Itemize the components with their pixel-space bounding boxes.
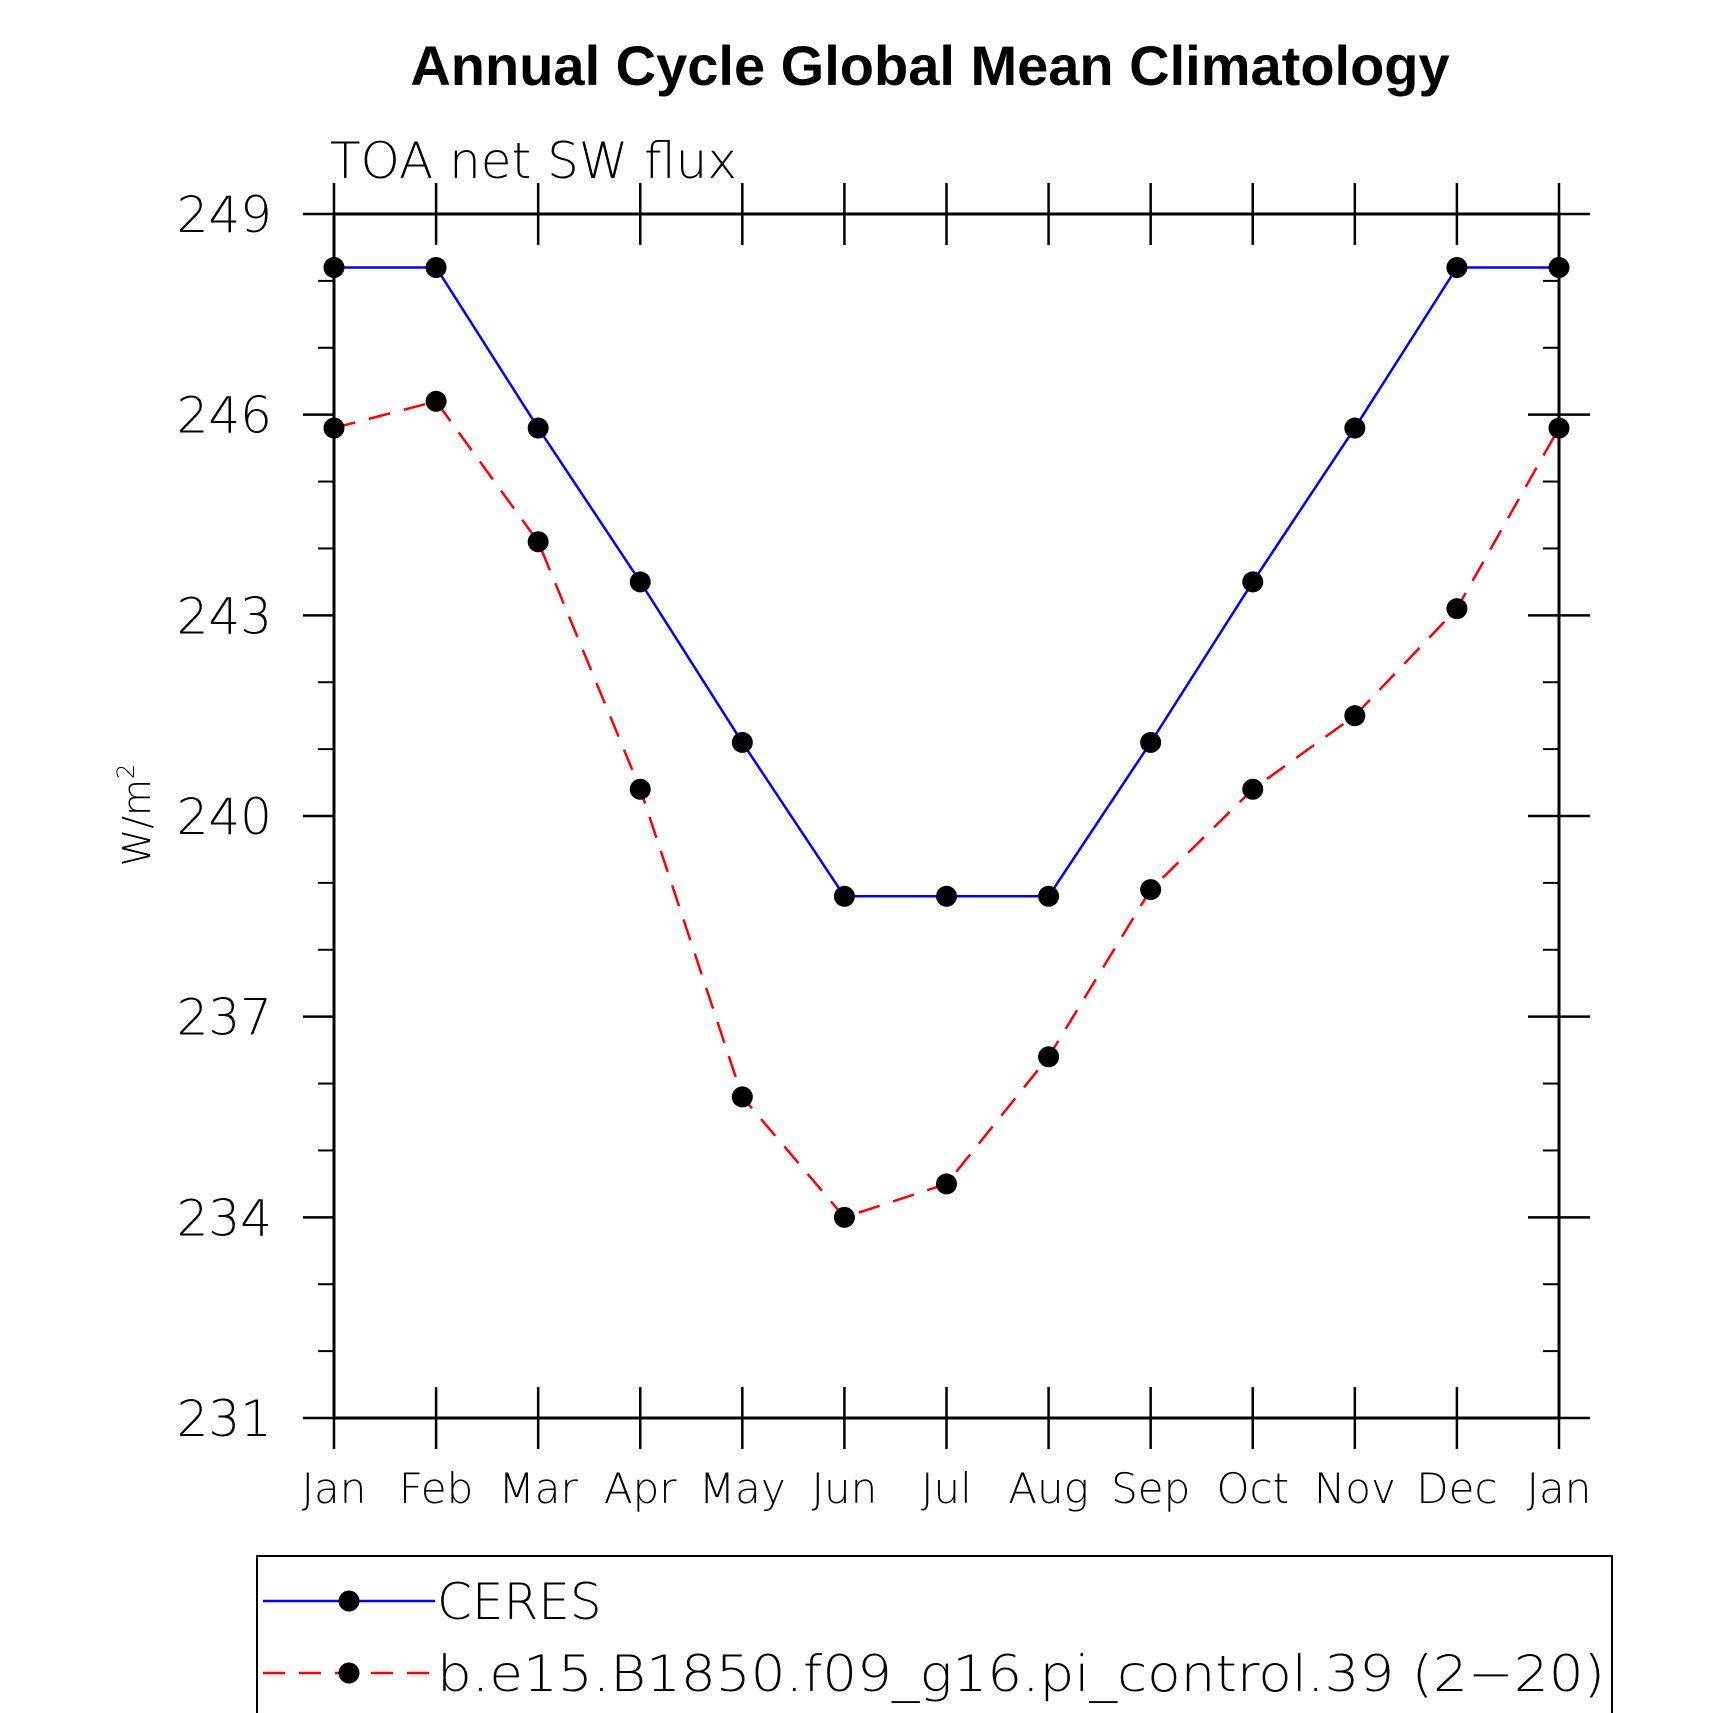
plot-frame (332, 212, 1561, 1420)
data-point (731, 1086, 753, 1108)
data-point (1344, 417, 1366, 439)
y-tick-label: 234 (177, 1189, 272, 1247)
legend-item-model: b.e15.B1850.f09_g16.pi_control.39 (2−20) (263, 1645, 1605, 1703)
chart-title: Annual Cycle Global Mean Climatology (410, 34, 1449, 97)
series-line (333, 399, 1561, 1219)
y-tick-label: 243 (177, 587, 272, 645)
y-axis-label-unit: W/m (115, 779, 159, 866)
x-tick-label: Sep (1111, 1464, 1190, 1513)
y-axis-label: W/m2 (112, 764, 159, 867)
data-point (833, 885, 855, 907)
legend-label-ceres: CERES (437, 1573, 602, 1631)
data-point (833, 1206, 855, 1228)
x-tick-label: Feb (399, 1464, 473, 1513)
data-point (629, 571, 651, 593)
x-tick-label: Jul (921, 1464, 972, 1513)
data-point (936, 885, 957, 907)
series-ceres (323, 257, 1570, 907)
y-tick-label: 240 (177, 788, 272, 846)
data-point (629, 778, 651, 800)
y-tick-label: 237 (177, 989, 272, 1047)
series-layer (323, 257, 1570, 1228)
x-tick-label: Jan (302, 1464, 367, 1513)
data-point (1140, 879, 1162, 901)
data-point (425, 390, 447, 412)
y-axis-label-exponent: 2 (112, 764, 140, 779)
data-point (1038, 1046, 1060, 1068)
x-tick-label: Apr (604, 1464, 677, 1513)
data-point (527, 417, 549, 439)
data-point (1446, 598, 1468, 620)
y-tick-label: 249 (177, 186, 272, 244)
legend-box (256, 1555, 1613, 1713)
x-tick-labels: Jan Feb Mar Apr May Jun Jul Aug Sep Oct Nov Dec Jan (302, 1464, 1592, 1513)
x-tick-label: Jan (1527, 1464, 1592, 1513)
axis-ticks (303, 183, 1590, 1449)
data-point (1140, 731, 1162, 753)
x-tick-label: Dec (1416, 1464, 1497, 1513)
x-tick-label: May (699, 1464, 786, 1513)
legend-label-model: b.e15.B1850.f09_g16.pi_control.39 (2−20) (437, 1645, 1605, 1703)
y-tick-label: 231 (177, 1390, 272, 1448)
data-point (731, 731, 753, 753)
data-point (527, 531, 549, 553)
data-point (936, 1173, 957, 1195)
chart-subtitle: TOA net SW flux (330, 132, 737, 190)
data-point (1344, 705, 1366, 727)
data-point (1038, 885, 1060, 907)
series-line (334, 266, 1559, 898)
data-point (1242, 778, 1264, 800)
legend-marker-model (338, 1662, 360, 1684)
legend: CERES b.e15.B1850.f09_g16.pi_control.39 … (256, 1555, 1613, 1713)
x-tick-label: Nov (1314, 1464, 1396, 1513)
x-tick-label: Mar (499, 1464, 579, 1513)
series-model (323, 390, 1570, 1228)
legend-marker-ceres (338, 1590, 360, 1612)
legend-item-ceres: CERES (263, 1573, 602, 1631)
data-point (1446, 257, 1468, 279)
data-point (425, 257, 447, 279)
y-tick-label: 246 (177, 387, 272, 445)
data-point (1242, 571, 1264, 593)
y-tick-labels: 249 246 243 240 237 234 231 (177, 186, 272, 1448)
x-tick-label: Aug (1008, 1464, 1089, 1513)
x-tick-label: Oct (1216, 1464, 1289, 1513)
x-tick-label: Jun (812, 1464, 878, 1513)
